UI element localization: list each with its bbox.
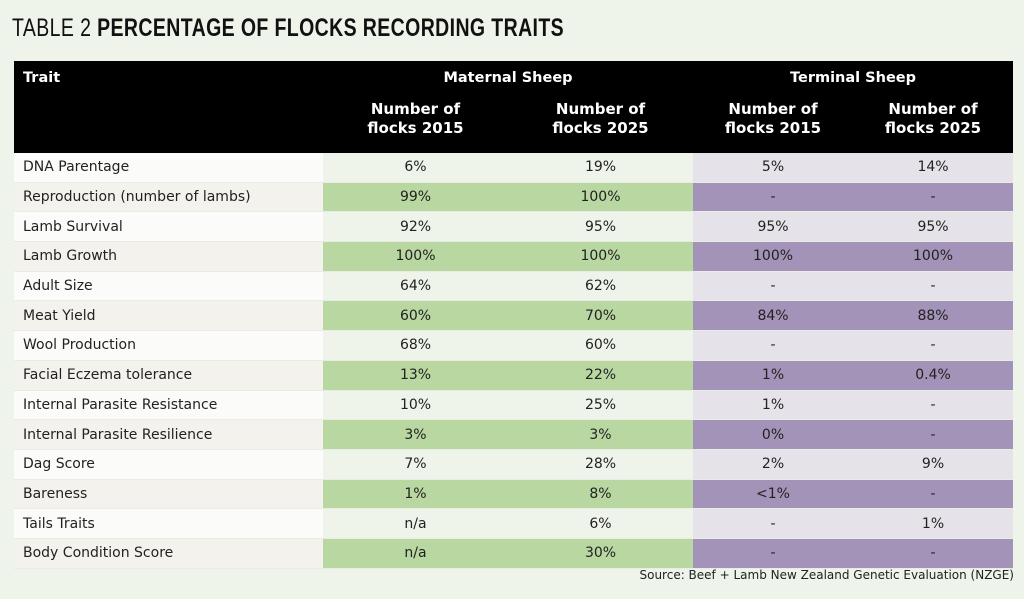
maternal-2015-cell: 3% <box>323 419 508 450</box>
table-row: Adult Size 64% 62% - - <box>14 271 1014 302</box>
maternal-2015-cell: n/a <box>323 538 508 569</box>
terminal-2025-cell: 1% <box>853 508 1014 539</box>
terminal-2025-cell: 14% <box>853 153 1014 183</box>
maternal-2015-cell: 6% <box>323 153 508 183</box>
terminal-2025-cell: - <box>853 330 1014 361</box>
trait-cell: Wool Production <box>14 330 323 361</box>
trait-cell: Internal Parasite Resistance <box>14 390 323 421</box>
terminal-2025-cell: - <box>853 182 1014 213</box>
maternal-2025-cell: 62% <box>508 271 694 302</box>
maternal-2025-cell: 25% <box>508 390 694 421</box>
terminal-2015-cell: 0% <box>693 419 854 450</box>
terminal-2025-cell: 0.4% <box>853 360 1014 391</box>
maternal-2025-cell: 30% <box>508 538 694 569</box>
maternal-2015-cell: 68% <box>323 330 508 361</box>
header-trait: Trait <box>14 61 323 95</box>
terminal-2015-cell: - <box>693 271 854 302</box>
maternal-2015-cell: 100% <box>323 241 508 272</box>
terminal-2015-cell: - <box>693 182 854 213</box>
maternal-2025-cell: 28% <box>508 449 694 480</box>
table-row: Tails Traits n/a 6% -1% <box>14 508 1014 539</box>
table-row: Meat Yield 60% 70% 84% 88% <box>14 300 1014 332</box>
terminal-2025-cell: 95% <box>853 211 1014 243</box>
trait-cell: Tails Traits <box>14 508 323 539</box>
trait-cell: Bareness <box>14 479 323 510</box>
maternal-2015-cell: 99% <box>323 182 508 213</box>
terminal-2015-cell: 1% <box>693 360 854 391</box>
table-row: Bareness 1% 8% <1% - <box>14 479 1014 510</box>
trait-cell: Lamb Survival <box>14 211 323 243</box>
table-row: DNA Parentage 6% 19% 5% 14% <box>14 153 1014 183</box>
terminal-2025-cell: 100% <box>853 241 1014 272</box>
terminal-2015-cell: - <box>693 538 854 569</box>
maternal-2015-cell: 10% <box>323 390 508 421</box>
terminal-2015-cell: <1% <box>693 479 854 510</box>
header-maternal: Maternal Sheep <box>323 61 694 95</box>
header-terminal-2015: Number of flocks 2015 <box>693 95 854 153</box>
table-row: Reproduction (number of lambs) 99% 100% - - <box>14 182 1014 213</box>
trait-cell: Internal Parasite Resilience <box>14 419 323 450</box>
trait-cell: Lamb Growth <box>14 241 323 272</box>
maternal-2015-cell: 64% <box>323 271 508 302</box>
terminal-2025-cell: 88% <box>853 300 1014 332</box>
trait-cell: Reproduction (number of lambs) <box>14 182 323 213</box>
terminal-2015-cell: - <box>693 330 854 361</box>
source-note: Source: Beef + Lamb New Zealand Genetic … <box>639 568 1014 582</box>
maternal-2025-cell: 100% <box>508 241 694 272</box>
traits-table: Trait Maternal Sheep Terminal Sheep Numb… <box>14 61 1014 569</box>
maternal-2015-cell: n/a <box>323 508 508 539</box>
terminal-2015-cell: - <box>693 508 854 539</box>
trait-cell: Facial Eczema tolerance <box>14 360 323 391</box>
maternal-2015-cell: 60% <box>323 300 508 332</box>
terminal-2025-cell: - <box>853 479 1014 510</box>
maternal-2025-cell: 95% <box>508 211 694 243</box>
trait-cell: Meat Yield <box>14 300 323 332</box>
table-row: Lamb Survival 92% 95% 95% 95% <box>14 211 1014 243</box>
maternal-2025-cell: 8% <box>508 479 694 510</box>
terminal-2025-cell: - <box>853 538 1014 569</box>
terminal-2025-cell: - <box>853 271 1014 302</box>
table-row: Body Condition Score n/a 30% - - <box>14 538 1014 569</box>
maternal-2015-cell: 1% <box>323 479 508 510</box>
terminal-2015-cell: 5% <box>693 153 854 183</box>
table-title: TABLE 2 PERCENTAGE OF FLOCKS RECORDING T… <box>12 14 564 43</box>
terminal-2015-cell: 84% <box>693 300 854 332</box>
header-maternal-2025: Number of flocks 2025 <box>508 95 694 153</box>
maternal-2025-cell: 60% <box>508 330 694 361</box>
table-row: Internal Parasite Resilience 3% 3% 0% - <box>14 419 1014 450</box>
table-row: Lamb Growth 100% 100% 100% 100% <box>14 241 1014 272</box>
maternal-2025-cell: 3% <box>508 419 694 450</box>
terminal-2015-cell: 2% <box>693 449 854 480</box>
header-maternal-2015: Number of flocks 2015 <box>323 95 508 153</box>
maternal-2025-cell: 6% <box>508 508 694 539</box>
table-row: Wool Production 68% 60% - - <box>14 330 1014 361</box>
table-number: TABLE 2 <box>12 14 92 42</box>
trait-cell: Body Condition Score <box>14 538 323 569</box>
maternal-2025-cell: 19% <box>508 153 694 183</box>
header-terminal-2025: Number of flocks 2025 <box>853 95 1014 153</box>
table-row: Facial Eczema tolerance 13% 22% 1% 0.4% <box>14 360 1014 391</box>
terminal-2015-cell: 95% <box>693 211 854 243</box>
maternal-2015-cell: 7% <box>323 449 508 480</box>
maternal-2015-cell: 13% <box>323 360 508 391</box>
trait-cell: Adult Size <box>14 271 323 302</box>
terminal-2025-cell: - <box>853 419 1014 450</box>
header-blank <box>14 95 323 153</box>
maternal-2025-cell: 100% <box>508 182 694 213</box>
table-heading: PERCENTAGE OF FLOCKS RECORDING TRAITS <box>97 14 565 42</box>
terminal-2025-cell: 9% <box>853 449 1014 480</box>
terminal-2025-cell: - <box>853 390 1014 421</box>
table-row: Dag Score 7% 28% 2% 9% <box>14 449 1014 480</box>
terminal-2015-cell: 1% <box>693 390 854 421</box>
maternal-2025-cell: 70% <box>508 300 694 332</box>
maternal-2025-cell: 22% <box>508 360 694 391</box>
trait-cell: Dag Score <box>14 449 323 480</box>
header-terminal: Terminal Sheep <box>693 61 1014 95</box>
table-row: Internal Parasite Resistance 10% 25% 1% - <box>14 390 1014 421</box>
terminal-2015-cell: 100% <box>693 241 854 272</box>
maternal-2015-cell: 92% <box>323 211 508 243</box>
trait-cell: DNA Parentage <box>14 153 323 183</box>
